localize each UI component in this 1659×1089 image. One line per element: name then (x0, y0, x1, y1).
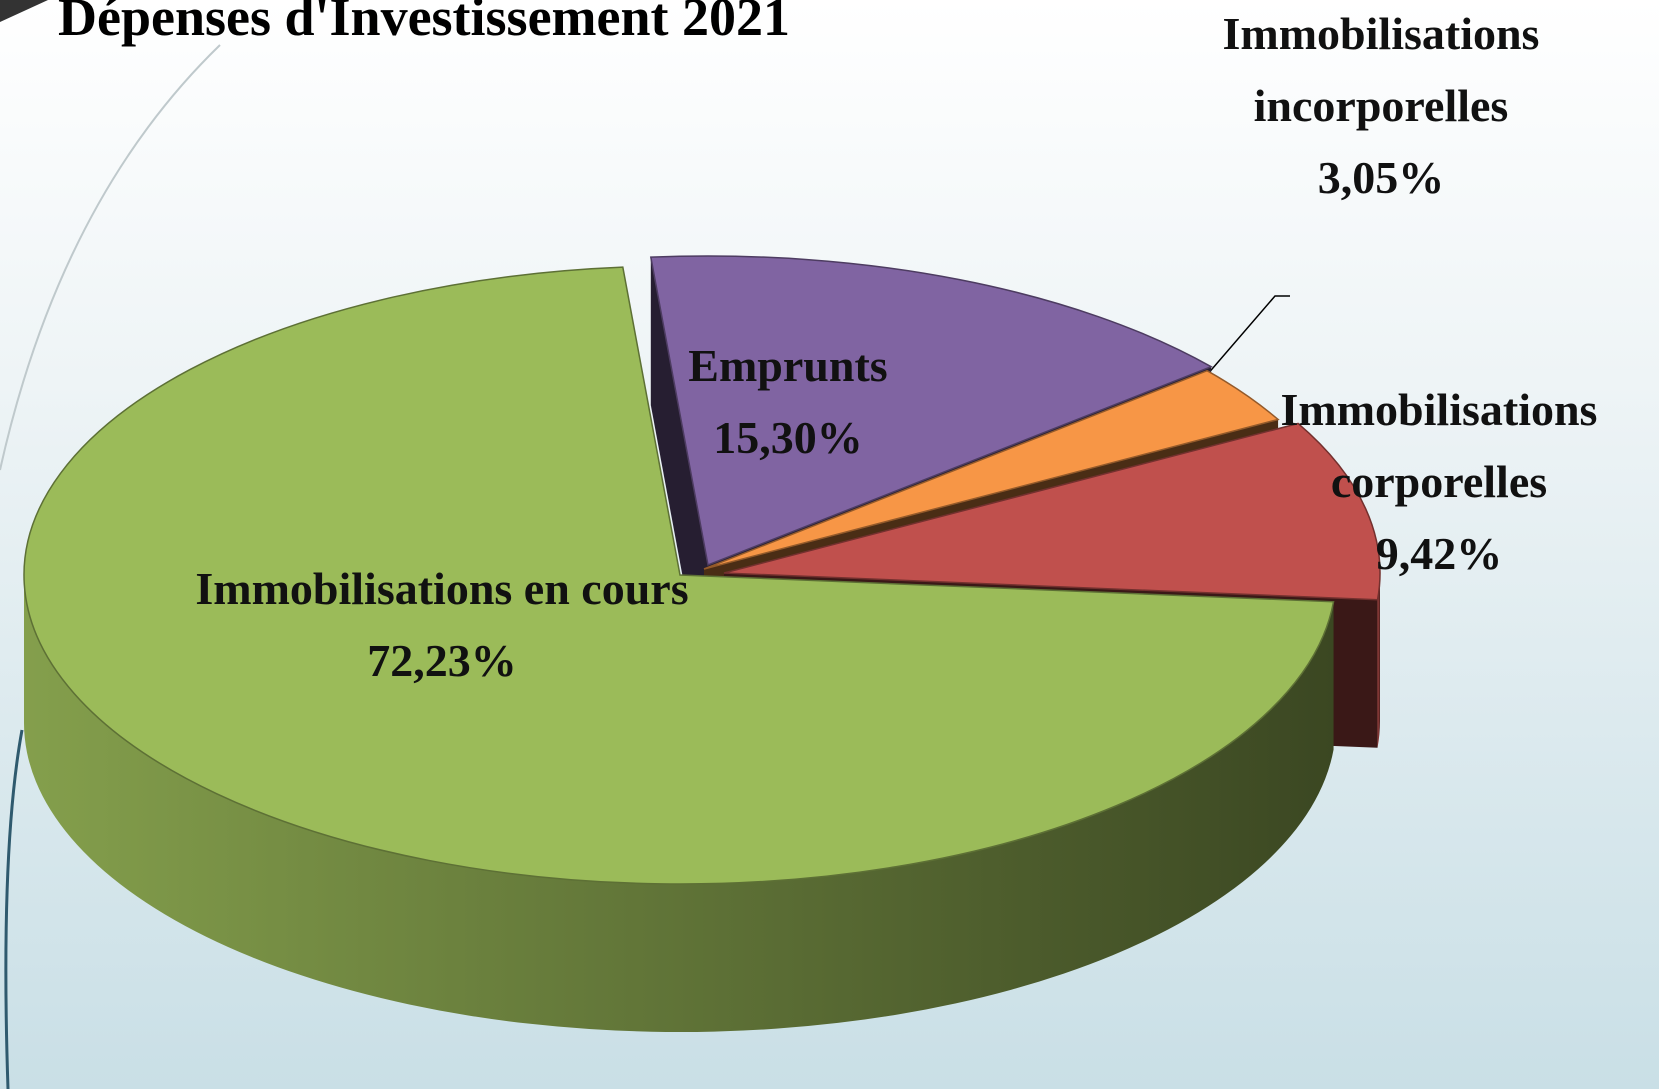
category-label: Immobilisations incorporelles (1222, 8, 1540, 131)
slice (23, 266, 1335, 885)
category-label: Immobilisations en cours (195, 563, 689, 614)
decor-line (4, 729, 24, 1089)
value-label: 72,23% (367, 635, 517, 686)
data-label: Immobilisations incorporelles 3,05% (1171, 0, 1591, 214)
decor-corner (0, 0, 48, 22)
category-label: Emprunts (688, 340, 888, 391)
decor-line (0, 44, 221, 471)
category-label: Immobilisations corporelles (1280, 384, 1598, 507)
slice (703, 369, 1280, 570)
slice-side (24, 575, 1334, 1033)
slice-side (1377, 573, 1380, 748)
slice (723, 422, 1381, 601)
value-label: 15,30% (713, 412, 863, 463)
value-label: 3,05% (1317, 152, 1445, 203)
data-label: Immobilisations corporelles 9,42% (1229, 374, 1649, 590)
chart-title: Dépenses d'Investissement 2021 (58, 0, 791, 47)
slice (649, 255, 1213, 567)
data-label: Emprunts 15,30% (638, 330, 938, 474)
data-label: Immobilisations en cours 72,23% (192, 553, 692, 697)
value-label: 9,42% (1375, 528, 1503, 579)
